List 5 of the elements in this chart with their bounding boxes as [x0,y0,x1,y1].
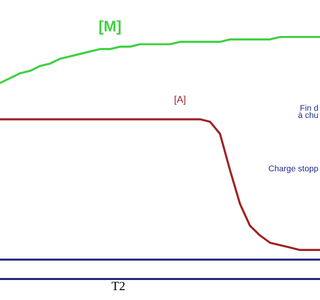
annotation: Fin d à chu [298,104,318,118]
series-label: [M] [99,20,121,35]
annotation: Charge stopp [268,165,318,174]
x-axis-title: T2 [112,282,125,290]
series-label: [A] [174,96,186,105]
